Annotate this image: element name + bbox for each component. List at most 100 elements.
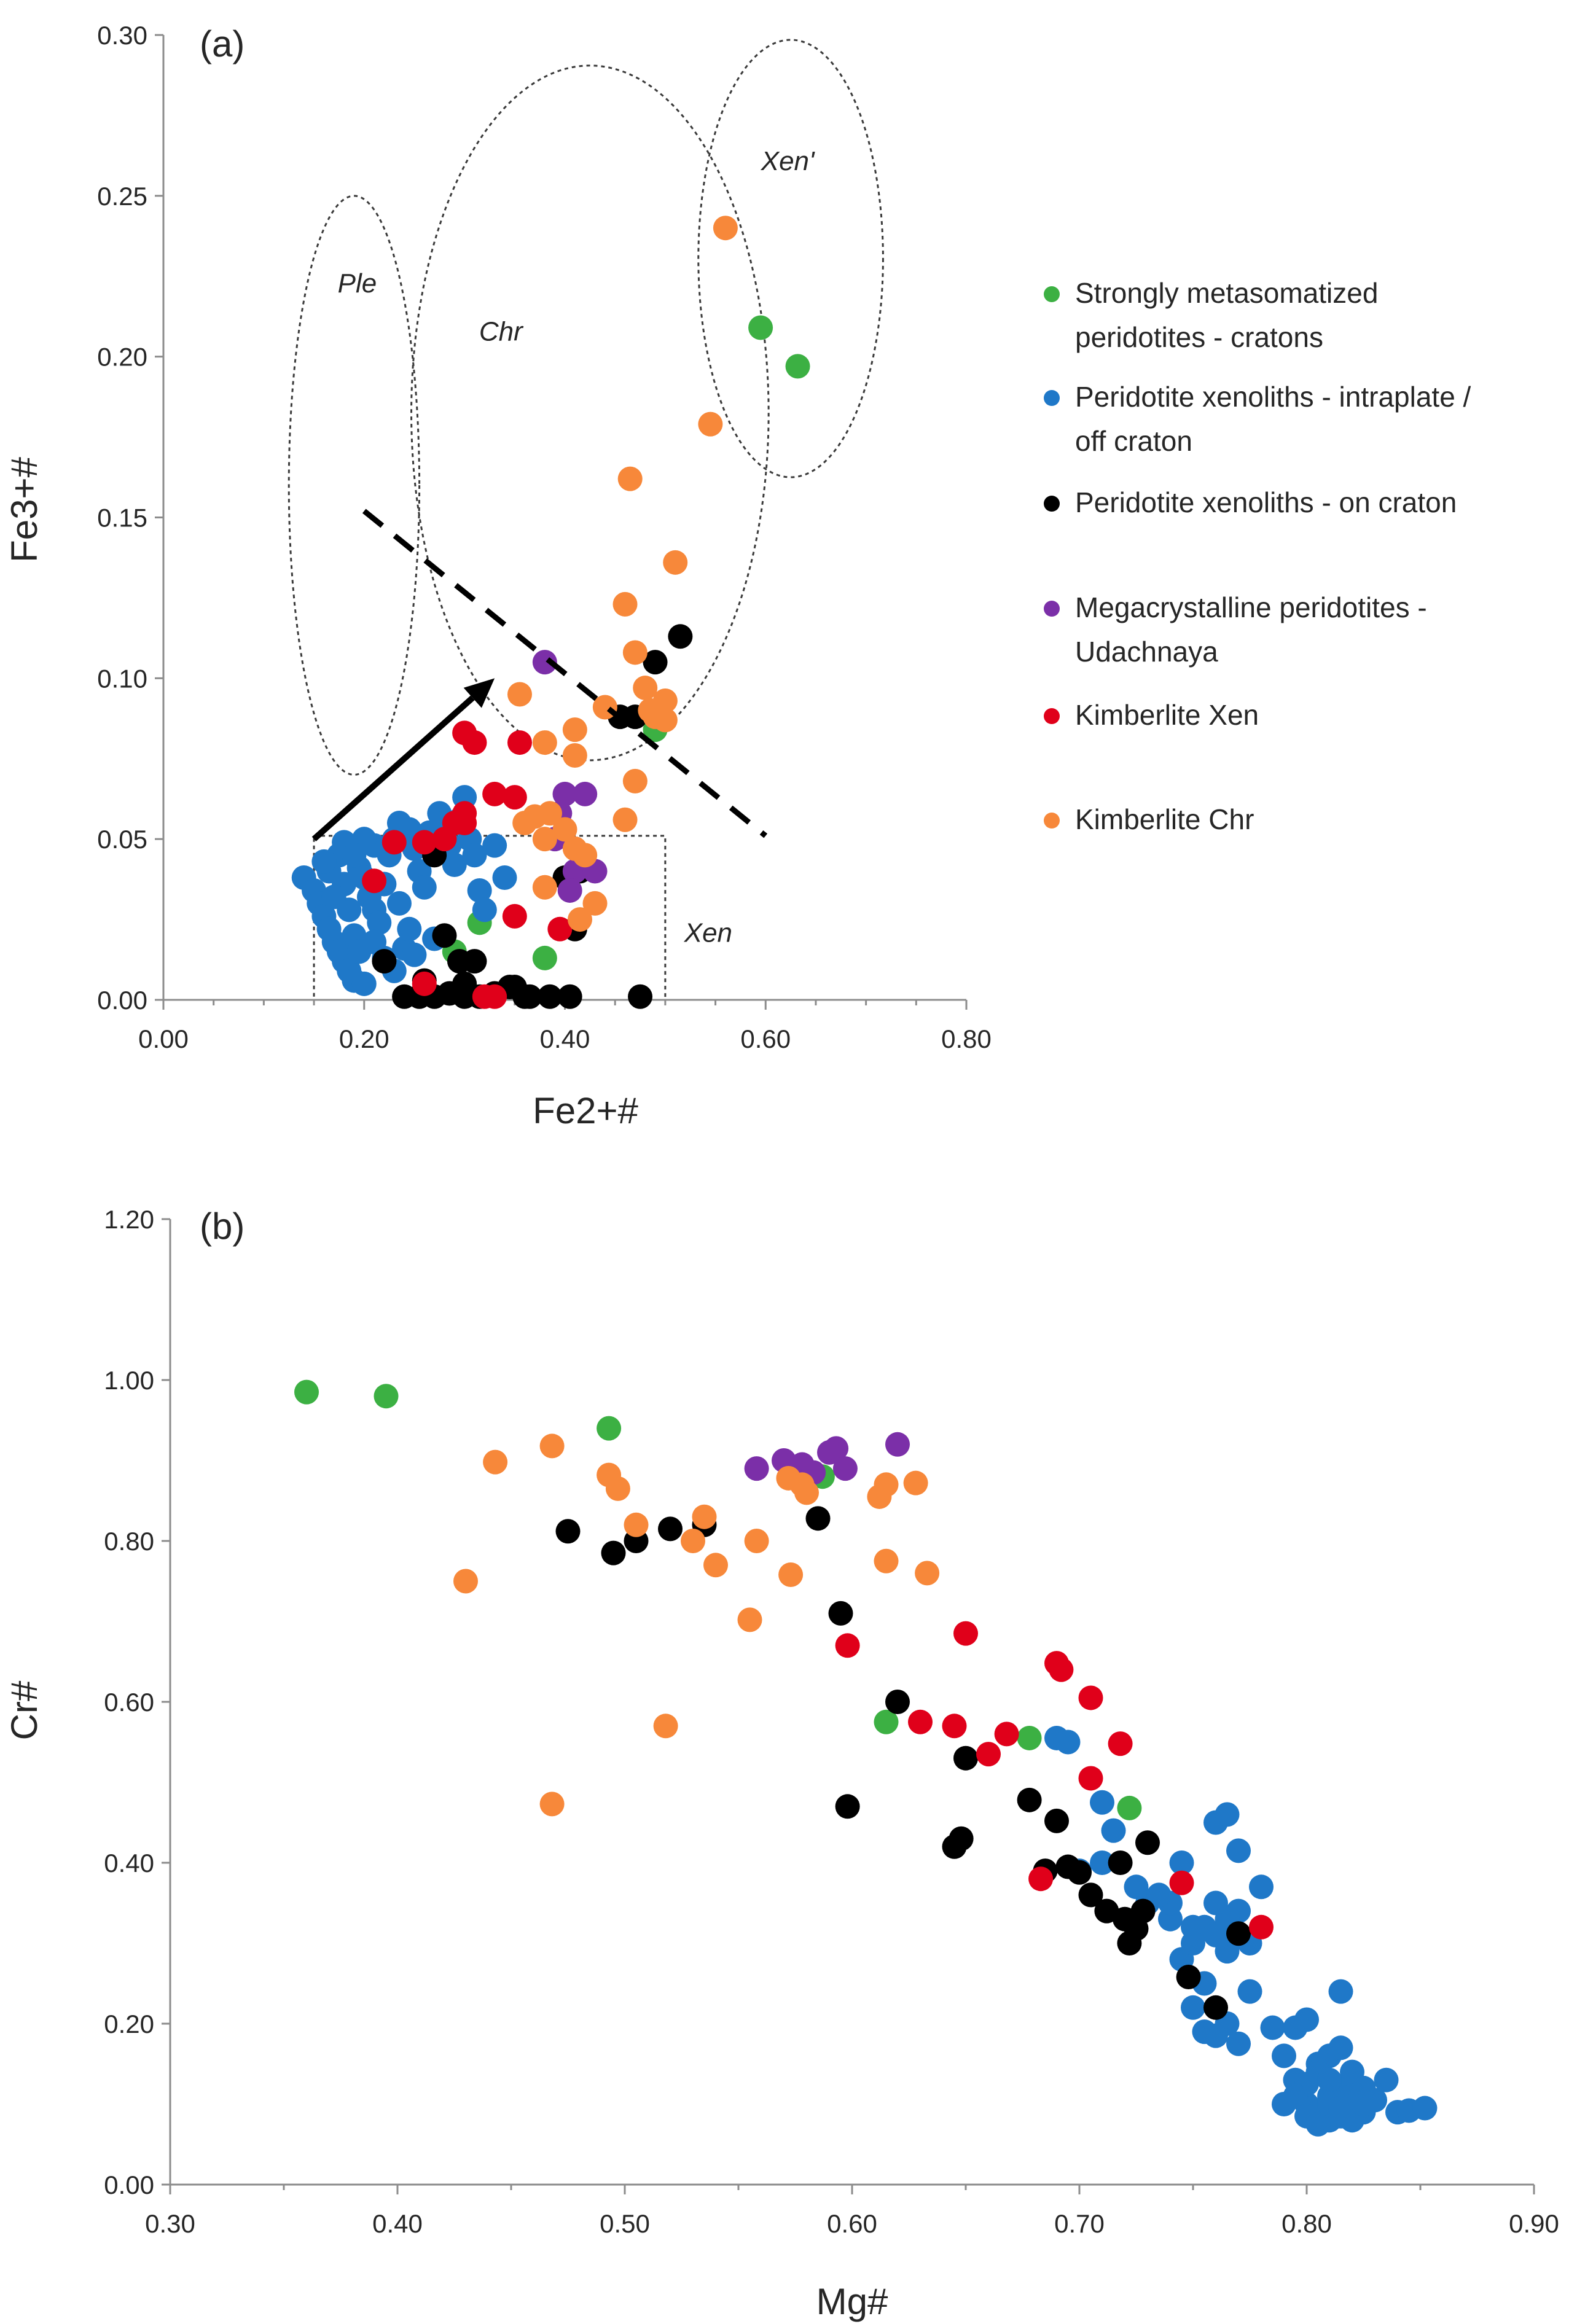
legend-marker (1044, 813, 1060, 829)
data-point (492, 865, 517, 891)
x-tick-label: 0.60 (827, 2209, 877, 2238)
data-point (367, 910, 392, 935)
y-tick-label: 0.20 (97, 343, 147, 372)
legend-label: off craton (1075, 425, 1192, 457)
legend-label: peridotites - cratons (1075, 321, 1323, 353)
region-label: Xen (684, 918, 732, 948)
panel-a-axes: 0.00 0.05 0.10 0.15 0.20 0.25 0.30 0.00 0.20 0.40… (97, 21, 992, 1053)
data-point (658, 1516, 683, 1542)
data-point (1028, 1866, 1054, 1892)
data-point (462, 949, 487, 974)
data-point (698, 411, 723, 437)
data-point (537, 801, 562, 826)
panel-b-y-axis-title: Cr# (4, 1680, 45, 1740)
data-point (885, 1690, 910, 1714)
legend-label: Strongly metasomatized (1075, 277, 1378, 309)
data-point (1260, 2015, 1285, 2040)
legend-item-blue: Peridotite xenoliths - intraplate / off c… (1044, 381, 1471, 457)
data-point (612, 807, 638, 832)
data-point (532, 827, 557, 852)
data-point (652, 708, 678, 733)
x-tick-label: 0.70 (1054, 2209, 1105, 2238)
data-point (681, 1529, 705, 1553)
data-point (612, 591, 638, 617)
data-point (557, 878, 582, 903)
data-point (1130, 1898, 1156, 1924)
data-point (1305, 2111, 1331, 2137)
data-point (412, 830, 437, 855)
data-point (482, 781, 507, 806)
data-point (1374, 2067, 1399, 2092)
data-point (547, 916, 573, 942)
series-red (362, 720, 573, 1009)
x-tick-label: 0.90 (1509, 2209, 1559, 2238)
region-ellipse (288, 195, 421, 776)
data-point (828, 1601, 853, 1626)
data-point (483, 1449, 508, 1475)
data-point (885, 1432, 910, 1457)
data-point (703, 1553, 728, 1578)
data-point (452, 971, 477, 996)
data-point (507, 730, 532, 755)
data-point (502, 903, 527, 929)
data-point (507, 682, 532, 707)
data-point (601, 1540, 626, 1566)
data-point (1249, 1874, 1274, 1900)
data-point (1017, 1787, 1042, 1812)
data-point (562, 717, 587, 743)
legend-label: Udachnaya (1075, 636, 1218, 668)
panel-a-label: (a) (200, 23, 245, 64)
y-tick-label: 0.00 (97, 986, 147, 1015)
y-tick-label: 0.40 (104, 1849, 154, 1878)
series-purple (532, 650, 608, 903)
data-point (1226, 2031, 1251, 2056)
legend-item-green: Strongly metasomatized peridotites - crat… (1044, 277, 1378, 353)
data-point (953, 1621, 978, 1646)
data-point (744, 1529, 769, 1553)
legend-item-black: Peridotite xenoliths - on craton (1044, 486, 1457, 518)
y-tick-label: 0.20 (104, 2010, 154, 2038)
legend-label: Peridotite xenoliths - intraplate / (1075, 381, 1471, 413)
data-point (805, 1506, 831, 1531)
panel-a-y-axis-title: Fe3+# (4, 456, 45, 562)
data-point (1215, 1939, 1240, 1964)
data-point (1101, 1818, 1126, 1843)
data-point (1176, 1965, 1201, 1990)
data-point (874, 1709, 899, 1734)
data-point (512, 810, 538, 835)
data-point (1169, 1870, 1194, 1895)
legend-marker (1044, 496, 1060, 512)
data-point (663, 550, 688, 575)
data-point (1090, 1790, 1114, 1815)
y-tick-label: 0.00 (104, 2170, 154, 2199)
legend-item-red: Kimberlite Xen (1044, 699, 1259, 731)
data-point (1044, 1808, 1069, 1833)
data-point (532, 875, 557, 900)
data-point (472, 897, 497, 922)
data-point (557, 984, 582, 1009)
y-tick-label: 1.20 (104, 1205, 154, 1234)
data-point (835, 1633, 860, 1658)
y-tick-label: 0.05 (97, 825, 147, 854)
dashed-trend-line (362, 509, 768, 838)
series-orange (507, 216, 738, 932)
data-point (552, 817, 577, 842)
data-point (1146, 1882, 1172, 1908)
data-point (633, 676, 658, 701)
y-tick-label: 0.60 (104, 1688, 154, 1717)
panel-a-annotations (311, 509, 768, 841)
legend-marker (1044, 601, 1060, 617)
data-point (1017, 1725, 1042, 1750)
y-tick-label: 0.10 (97, 664, 147, 693)
data-point (1055, 1729, 1081, 1755)
data-point (1328, 2035, 1353, 2061)
data-point (624, 1512, 649, 1537)
data-point (643, 650, 668, 675)
data-point (462, 843, 487, 868)
data-point (824, 1436, 849, 1461)
data-point (942, 1714, 967, 1739)
data-point (622, 640, 648, 665)
data-point (573, 781, 598, 806)
data-point (402, 942, 427, 967)
